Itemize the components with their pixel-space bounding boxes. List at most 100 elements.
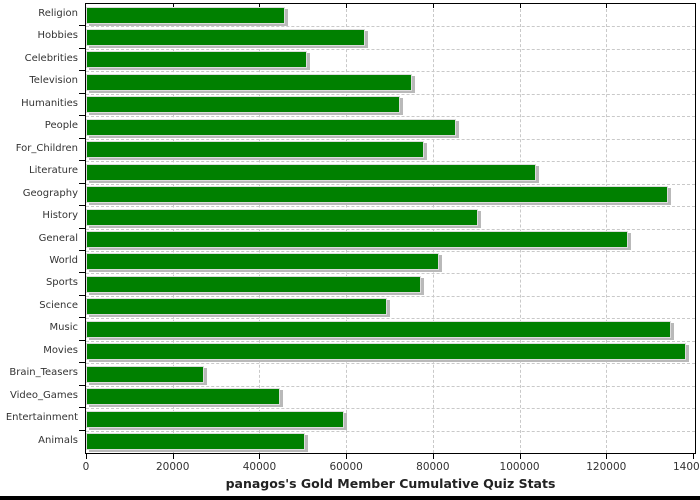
y-axis-label: Celebrities (24, 52, 78, 64)
y-axis-label: For_Children (15, 142, 78, 154)
grid-line-horizontal (86, 71, 695, 73)
bar (86, 186, 668, 204)
bar (86, 51, 307, 69)
x-axis-tick (432, 454, 434, 459)
grid-line-vertical (606, 4, 608, 453)
y-axis-label: Science (39, 299, 78, 311)
x-axis-tick (86, 454, 87, 459)
x-axis-label: 80000 (416, 461, 450, 473)
y-axis-tick (79, 92, 85, 94)
y-axis-label: Literature (29, 165, 78, 177)
bar (86, 275, 421, 293)
y-axis-tick (79, 317, 85, 319)
bar (86, 298, 387, 316)
grid-line-horizontal (86, 116, 695, 118)
y-axis-label: Humanities (21, 97, 78, 109)
x-axis-top-tick (259, 4, 261, 8)
x-axis-tick (346, 454, 348, 459)
chart-title: panagos's Gold Member Cumulative Quiz St… (225, 476, 556, 491)
x-axis-label: 120000 (586, 461, 627, 473)
y-axis-label: People (44, 120, 78, 132)
bar (86, 365, 204, 383)
y-axis-tick (79, 160, 85, 162)
y-axis-label: Sports (45, 277, 78, 289)
y-axis-tick (79, 47, 85, 49)
grid-line-vertical (519, 4, 521, 453)
bar (86, 343, 686, 361)
x-axis-tick (259, 454, 261, 459)
grid-line-horizontal (86, 48, 695, 50)
bar (86, 73, 412, 91)
y-axis-tick (79, 429, 85, 431)
x-axis-label: 0 (82, 461, 90, 473)
y-axis-label: History (42, 210, 78, 222)
grid-line-vertical (432, 4, 434, 453)
x-axis-top-tick (172, 4, 174, 8)
y-axis-tick (79, 227, 85, 229)
grid-line-horizontal (86, 228, 695, 230)
y-axis-label: Movies (43, 344, 78, 356)
grid-line-horizontal (86, 430, 695, 432)
x-axis-tick (519, 454, 521, 459)
y-axis-tick (79, 362, 85, 364)
bottom-edge-bar (0, 496, 700, 500)
y-axis-tick (79, 205, 85, 207)
grid-line-horizontal (86, 206, 695, 208)
grid-line-horizontal (86, 363, 695, 365)
y-axis-tick (79, 384, 85, 386)
bar (86, 253, 439, 271)
bar (86, 28, 365, 46)
plot-area (85, 3, 696, 454)
y-axis-tick (79, 137, 85, 139)
grid-line-horizontal (86, 295, 695, 297)
y-axis-tick (79, 272, 85, 274)
x-axis-tick (693, 454, 694, 459)
x-axis-label: 40000 (242, 461, 277, 473)
y-axis-tick (79, 182, 85, 184)
x-axis-label: 20000 (156, 461, 190, 473)
grid-line-horizontal (86, 385, 695, 387)
y-axis-tick (79, 339, 85, 341)
bar (86, 320, 671, 338)
bar (86, 6, 285, 24)
grid-line-horizontal (86, 408, 695, 410)
grid-line-horizontal (86, 93, 695, 95)
grid-line-horizontal (86, 161, 695, 163)
x-axis-label: 100000 (499, 461, 540, 473)
y-axis-label: Entertainment (5, 412, 78, 424)
x-axis-top-tick (346, 4, 348, 8)
y-axis-label: Television (29, 75, 78, 87)
y-axis-label: World (49, 254, 78, 266)
bar (86, 231, 628, 248)
x-axis-label: 140000 (672, 461, 700, 473)
y-axis-label: Animals (38, 434, 78, 446)
grid-line-horizontal (86, 26, 695, 28)
x-axis-top-tick (432, 4, 434, 8)
y-axis-label: Religion (38, 8, 78, 19)
y-axis-label: General (38, 232, 78, 244)
bar (86, 410, 344, 428)
grid-line-vertical (346, 4, 348, 453)
y-axis-tick (79, 407, 85, 409)
bar (86, 208, 478, 226)
x-axis-top-tick (519, 4, 521, 8)
bar (86, 141, 424, 159)
grid-line-horizontal (86, 138, 695, 140)
y-axis-label: Music (49, 322, 78, 334)
x-axis-tick (606, 454, 608, 459)
grid-line-horizontal (86, 183, 695, 185)
grid-line-vertical (172, 4, 174, 453)
bar (86, 433, 305, 451)
y-axis-label: Geography (22, 187, 78, 199)
y-axis-tick (79, 70, 85, 72)
bar (86, 96, 400, 114)
y-axis-label: Hobbies (37, 30, 78, 42)
grid-line-horizontal (86, 318, 695, 320)
x-axis-label: 60000 (329, 461, 363, 473)
grid-line-horizontal (86, 340, 695, 342)
x-axis-top-tick (606, 4, 608, 8)
bar (86, 118, 456, 136)
y-axis-tick (79, 115, 85, 117)
bar (86, 388, 280, 406)
